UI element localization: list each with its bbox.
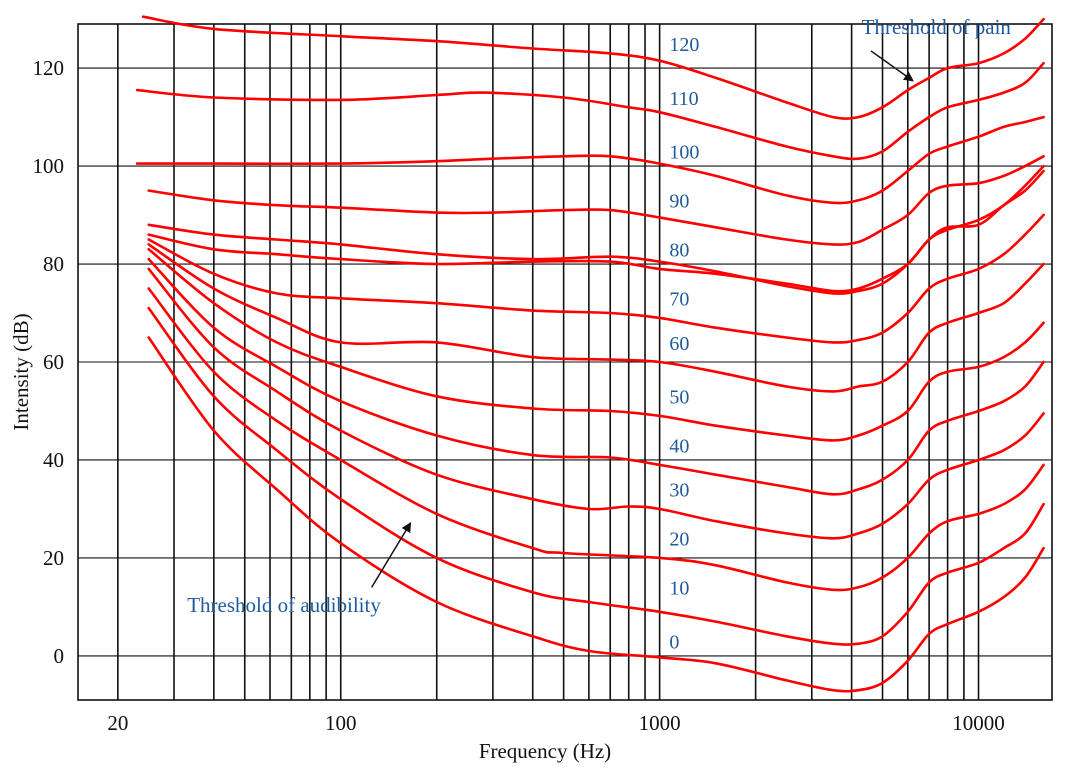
curve-100-phon <box>147 155 1045 246</box>
curve-label-30: 30 <box>669 480 689 502</box>
curve-10-phon <box>147 306 1045 646</box>
curve-20-phon <box>147 287 1045 592</box>
x-axis-title: Frequency (Hz) <box>479 739 611 763</box>
pain-arrow <box>870 50 914 82</box>
equal-loudness-curves <box>135 15 1045 693</box>
curve-30-phon <box>147 267 1045 540</box>
y-tick-label: 60 <box>43 350 64 374</box>
y-tick-label: 40 <box>43 448 64 472</box>
curve-70-phon <box>147 213 1045 344</box>
curve-label-70: 70 <box>669 289 689 311</box>
plot-area-frame <box>77 23 1053 701</box>
y-tick-label: 100 <box>33 154 65 178</box>
curve-110-phon <box>135 115 1045 205</box>
curve-0-phon <box>147 336 1045 693</box>
curve-120-phon <box>135 61 1045 161</box>
curve-label-90: 90 <box>669 191 689 213</box>
curve-label-0: 0 <box>669 632 679 654</box>
y-axis-title: Intensity (dB) <box>9 313 33 430</box>
y-tick-label: 120 <box>33 56 65 80</box>
x-tick-label: 1000 <box>639 711 681 735</box>
y-tick-label: 0 <box>54 644 65 668</box>
curve-label-20: 20 <box>669 529 689 551</box>
y-tick-label: 20 <box>43 546 64 570</box>
curve-label-120: 120 <box>669 34 699 56</box>
curve-label-100: 100 <box>669 142 699 164</box>
curve-label-50: 50 <box>669 387 689 409</box>
x-tick-label: 10000 <box>952 711 1005 735</box>
annotations: Threshold of pain Threshold of audibility <box>187 15 1011 617</box>
curve-60-phon <box>147 243 1045 393</box>
curve-130-phon <box>141 15 1045 120</box>
x-tick-label: 20 <box>107 711 128 735</box>
audibility-arrow <box>370 521 412 588</box>
curve-label-10: 10 <box>669 578 689 600</box>
y-tick-label: 80 <box>43 252 64 276</box>
curve-labels: 0 10 20 30 40 50 60 70 80 90 100 110 120 <box>669 34 699 654</box>
curve-label-60: 60 <box>669 333 689 355</box>
curve-label-40: 40 <box>669 436 689 458</box>
curve-80-phon <box>147 164 1045 293</box>
curve-50-phon <box>147 248 1045 442</box>
curve-90-phon <box>147 169 1045 295</box>
threshold-of-audibility-label: Threshold of audibility <box>187 593 381 617</box>
curve-label-80: 80 <box>669 240 689 262</box>
curve-40-phon <box>147 257 1045 496</box>
threshold-of-pain-label: Threshold of pain <box>862 15 1012 39</box>
curve-label-110: 110 <box>669 88 698 110</box>
x-tick-label: 100 <box>325 711 357 735</box>
